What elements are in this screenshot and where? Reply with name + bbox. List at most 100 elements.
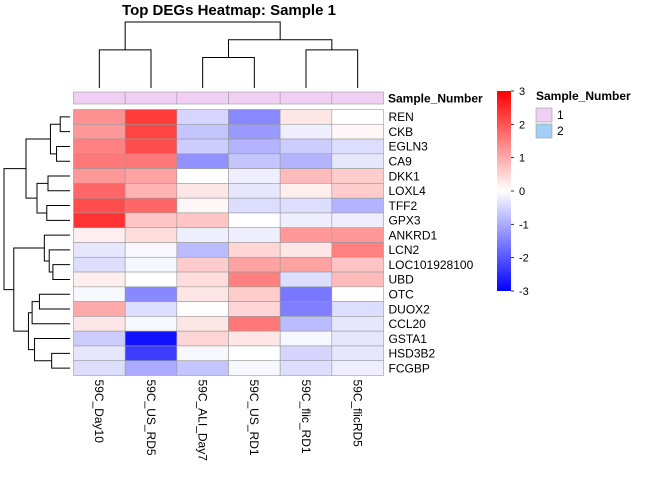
column-dendrogram	[98, 21, 359, 88]
cell-TFF2-59C_Day10	[73, 197, 126, 214]
cell-GPX3-59C_flic_RD1	[279, 212, 333, 229]
cell-DUOX2-59C_ALI_Day7	[176, 301, 229, 317]
cell-ANKRD1-59C_Day10	[73, 227, 126, 243]
color-scale-tick-label: 1	[519, 153, 525, 165]
cell-GSTA1-59C_US_RD1	[228, 330, 281, 347]
row-label: HSD3B2	[389, 347, 436, 361]
cell-CCL20-59C_Day10	[73, 316, 126, 332]
cell-GSTA1-59C_flicRD5	[331, 330, 384, 347]
cell-LCN2-59C_flicRD5	[331, 242, 384, 258]
cell-FCGBP-59C_flicRD5	[331, 360, 384, 376]
cell-UBD-59C_Day10	[73, 271, 126, 288]
row-label: CA9	[389, 155, 413, 169]
cell-LOC101928100-59C_US_RD1	[228, 256, 281, 273]
dendrogram-branch	[51, 352, 70, 369]
cell-DKK1-59C_ALI_Day7	[176, 168, 229, 184]
chart-title: Top DEGs Heatmap: Sample 1	[122, 2, 336, 19]
cell-EGLN3-59C_ALI_Day7	[176, 138, 229, 155]
annotation-legend-label: 1	[557, 108, 564, 122]
dendrogram-branch	[52, 264, 70, 280]
column-label: 59C_ALI_Day7	[195, 380, 209, 462]
cell-DUOX2-59C_US_RD5	[124, 301, 178, 317]
color-scale-bar	[497, 91, 511, 291]
color-scale-tick-label: 2	[519, 119, 525, 131]
dendrogram-branch	[59, 116, 70, 133]
cell-LOC101928100-59C_US_RD5	[124, 256, 178, 273]
cell-REN-59C_flicRD5	[331, 109, 384, 125]
column-label: 59C_flicRD5	[350, 380, 364, 448]
cell-CKB-59C_ALI_Day7	[176, 123, 229, 140]
row-label: CKB	[389, 125, 414, 139]
cell-LOXL4-59C_flicRD5	[331, 183, 384, 199]
cell-GPX3-59C_ALI_Day7	[176, 212, 229, 229]
annotation-cell	[228, 91, 281, 105]
cell-EGLN3-59C_US_RD1	[228, 138, 281, 155]
annotation-legend-swatch	[535, 123, 553, 139]
cell-CKB-59C_flic_RD1	[279, 123, 333, 140]
cell-REN-59C_Day10	[73, 109, 126, 125]
cell-CA9-59C_US_RD1	[228, 153, 281, 169]
cell-HSD3B2-59C_Day10	[73, 345, 126, 362]
cell-LOC101928100-59C_flic_RD1	[279, 256, 333, 273]
cell-UBD-59C_flicRD5	[331, 271, 384, 288]
column-labels: 59C_Day10 59C_US_RD5 59C_ALI_Day7 59C_US_RD…	[92, 380, 364, 462]
cell-EGLN3-59C_Day10	[73, 138, 126, 155]
cell-HSD3B2-59C_flicRD5	[331, 345, 384, 362]
annotation-bar	[73, 91, 384, 105]
cell-TFF2-59C_US_RD1	[228, 197, 281, 214]
column-label: 59C_US_RD1	[247, 380, 261, 456]
annotation-cell	[73, 91, 126, 105]
heatmap-cells	[73, 109, 384, 376]
row-label: DUOX2	[389, 302, 431, 316]
cell-ANKRD1-59C_US_RD1	[228, 227, 281, 243]
cell-UBD-59C_flic_RD1	[279, 271, 333, 288]
row-label: FCGBP	[389, 361, 430, 375]
cell-DUOX2-59C_flicRD5	[331, 301, 384, 317]
annotation-legend-label: 2	[557, 124, 564, 138]
cell-OTC-59C_US_RD5	[124, 286, 178, 302]
cell-ANKRD1-59C_ALI_Day7	[176, 227, 229, 243]
color-scale-tick-label: -2	[519, 253, 529, 265]
cell-CCL20-59C_US_RD5	[124, 316, 178, 332]
cell-HSD3B2-59C_flic_RD1	[279, 345, 333, 362]
row-label: LOC101928100	[389, 258, 474, 272]
cell-CCL20-59C_flicRD5	[331, 316, 384, 332]
cell-CA9-59C_Day10	[73, 153, 126, 169]
cell-LOXL4-59C_US_RD1	[228, 183, 281, 199]
cell-CKB-59C_US_RD1	[228, 123, 281, 140]
color-scale-tick-label: -3	[519, 286, 529, 298]
cell-LOXL4-59C_US_RD5	[124, 183, 178, 199]
cell-GPX3-59C_flicRD5	[331, 212, 384, 229]
cell-FCGBP-59C_flic_RD1	[279, 360, 333, 376]
cell-DUOX2-59C_Day10	[73, 301, 126, 317]
row-label: CCL20	[389, 317, 427, 331]
dendrogram-branch	[38, 293, 70, 310]
cell-DKK1-59C_Day10	[73, 168, 126, 184]
annotation-cell	[331, 91, 384, 105]
dendrogram-branch	[43, 234, 70, 262]
cell-OTC-59C_flicRD5	[331, 286, 384, 302]
cell-ANKRD1-59C_flicRD5	[331, 227, 384, 243]
cell-REN-59C_US_RD1	[228, 109, 281, 125]
row-label: ANKRD1	[389, 228, 438, 242]
dendrogram-branch	[27, 312, 35, 351]
dendrogram-branch	[124, 21, 281, 50]
cell-CA9-59C_US_RD5	[124, 153, 178, 169]
annotation-cell	[124, 91, 178, 105]
cell-CA9-59C_flic_RD1	[279, 153, 333, 169]
cell-CKB-59C_flicRD5	[331, 123, 384, 140]
dendrogram-branch	[31, 301, 70, 325]
row-label: DKK1	[389, 169, 421, 183]
cell-UBD-59C_US_RD5	[124, 271, 178, 288]
column-label: 59C_flic_RD1	[299, 380, 313, 454]
cell-ANKRD1-59C_US_RD5	[124, 227, 178, 243]
cell-REN-59C_flic_RD1	[279, 109, 333, 125]
annotation-legend: Sample_Number 1 2	[535, 89, 631, 139]
dendrogram-branch	[305, 49, 359, 88]
dendrogram-branch	[56, 145, 70, 162]
dendrogram-branch	[3, 168, 26, 291]
cell-REN-59C_ALI_Day7	[176, 109, 229, 125]
cell-LOXL4-59C_Day10	[73, 183, 126, 199]
cell-LOC101928100-59C_ALI_Day7	[176, 256, 229, 273]
